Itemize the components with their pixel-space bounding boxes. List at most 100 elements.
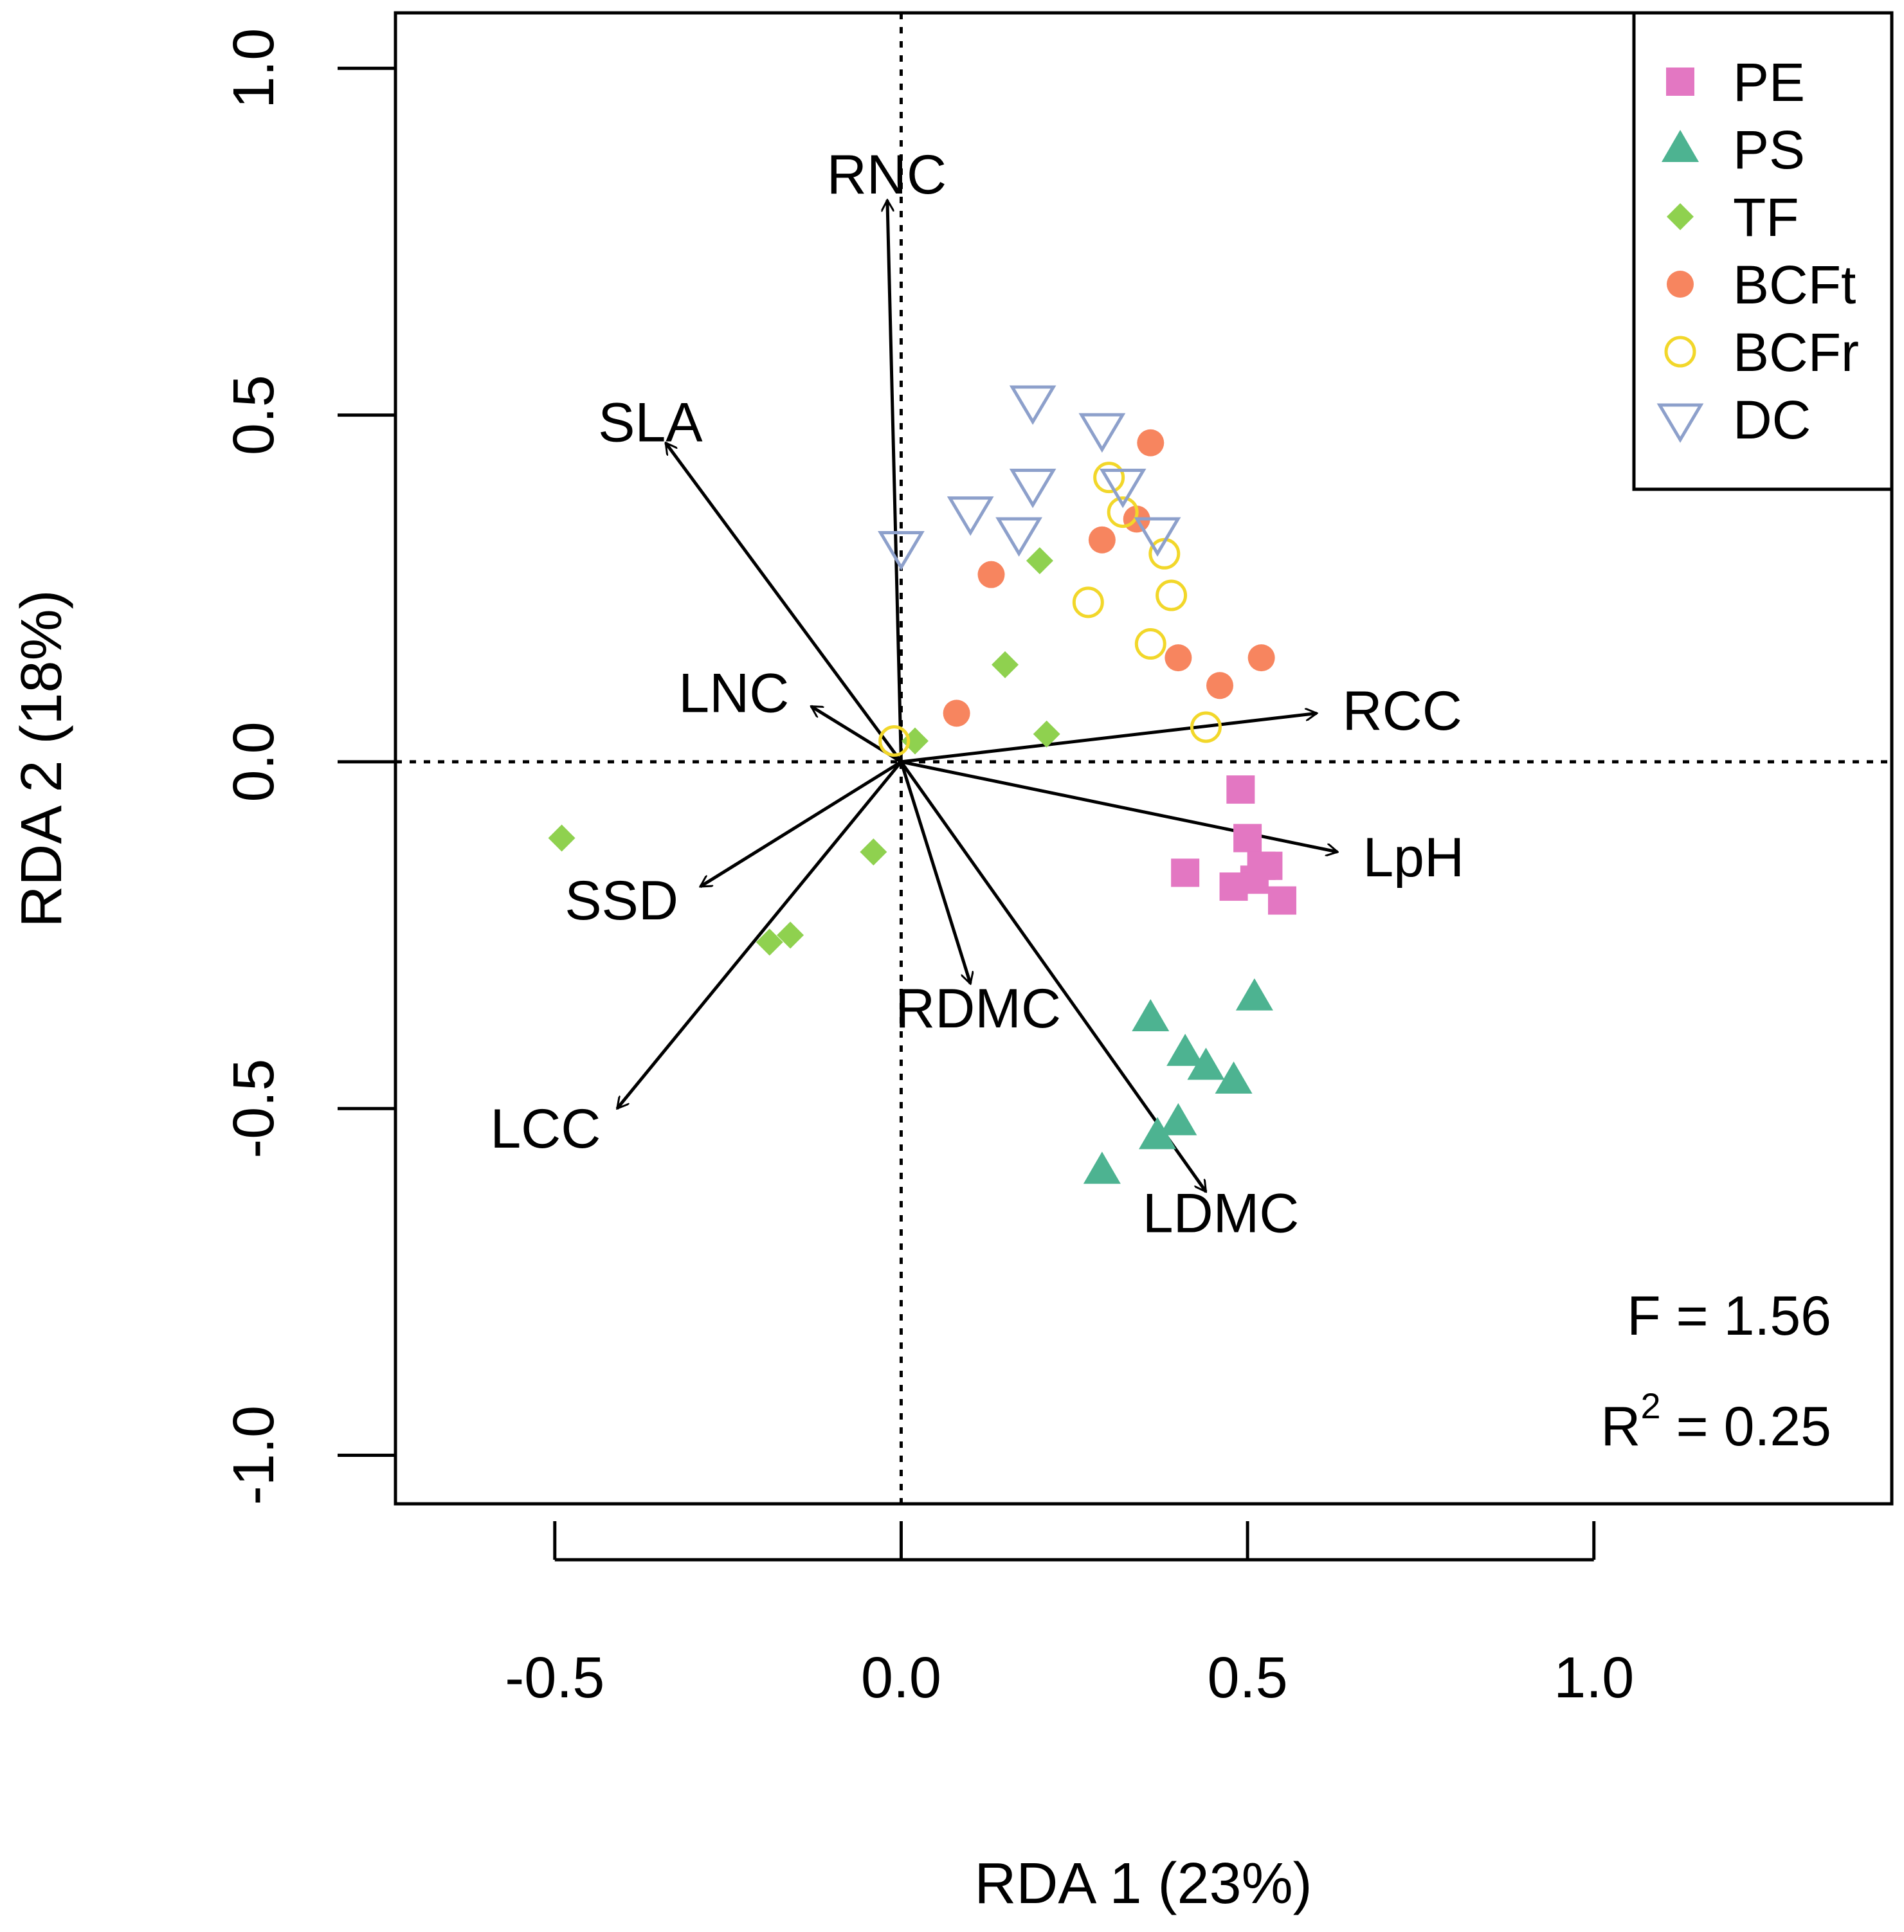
legend-label-tf: TF [1733,187,1799,248]
point-bcft [1088,526,1116,554]
point-ps [1132,998,1170,1031]
point-ps [1187,1047,1225,1080]
point-bcfr [1107,496,1139,528]
vector-label-ssd: SSD [565,870,678,932]
point-tf [860,838,887,866]
point-bcft [1247,644,1275,672]
legend-item-bcft: BCFt [1667,255,1856,315]
point-dc [947,496,994,536]
point-bcft [1165,644,1192,672]
x-axis: -0.5 0.0 0.5 1.0 [505,1521,1634,1710]
point-pe [1219,872,1248,901]
point-dc [1099,468,1147,509]
vector-lcc [617,761,903,1108]
point-ps [1166,1033,1204,1066]
point-bcfr [878,725,911,757]
point-dc [1009,385,1056,425]
vector-label-rnc: RNC [827,144,947,206]
y-tick-label: 0.5 [222,375,286,455]
vector-ldmc [900,761,1208,1192]
legend-label-bcfr: BCFr [1733,322,1859,383]
r-squared-exponent: 2 [1640,1386,1660,1426]
legend-marker-ps [1662,130,1699,162]
point-bcft [943,700,970,727]
legend-label-pe: PE [1733,52,1805,113]
point-bcfr [1134,628,1166,660]
series-bcfr [878,462,1222,757]
point-ps [1139,1117,1177,1150]
point-ps [1159,1103,1197,1135]
legend-marker-bcfr [1664,336,1696,368]
vector-lph [900,760,1337,852]
point-tf [1033,720,1060,748]
y-axis-title: RDA 2 (18%) [10,590,74,927]
point-ps [1083,1151,1121,1184]
r-squared: R2 = 0.25 [1600,1386,1831,1458]
vector-label-lph: LpH [1363,827,1464,889]
point-pe [1267,886,1296,915]
point-bcfr [1190,711,1222,743]
series-bcft [943,429,1275,727]
x-tick-label: -0.5 [505,1646,604,1710]
point-dc [878,531,925,571]
x-tick-label: 0.5 [1208,1646,1288,1710]
vector-label-rcc: RCC [1343,680,1462,742]
legend-item-dc: DC [1656,390,1811,450]
point-pe [1171,858,1200,887]
vector-label-lnc: LNC [678,663,789,725]
point-ps [1215,1061,1253,1094]
legend-item-bcfr: BCFr [1664,322,1859,383]
legend-marker-pe [1666,68,1694,96]
reference-lines [395,13,1892,1504]
point-tf [756,928,783,956]
point-bcft [1206,672,1234,700]
point-bcfr [1072,586,1104,618]
legend-marker-bcft [1667,271,1694,298]
point-dc [995,517,1042,557]
point-tf [1026,547,1053,575]
vector-label-lcc: LCC [490,1098,601,1160]
legend: PE PS TF BCFt BCFr DC [1632,11,1894,491]
point-pe [1233,824,1262,853]
legend-label-bcft: BCFt [1733,255,1856,315]
point-dc [1078,413,1126,453]
point-dc [1134,517,1181,557]
point-ps [1235,978,1273,1011]
series-pe [1171,775,1296,915]
point-tf [548,824,576,852]
point-bcft [977,561,1005,588]
data-points [548,385,1296,1184]
series-dc [878,385,1181,571]
vector-rcc [901,713,1316,764]
x-tick-label: 0.0 [861,1646,941,1710]
y-axis: -1.0 -0.5 0.0 0.5 1.0 [222,28,395,1505]
vector-rnc [887,200,903,762]
point-pe [1254,851,1283,880]
y-tick-label: 1.0 [222,28,286,109]
x-axis-title: RDA 1 (23%) [974,1852,1312,1916]
x-tick-label: 1.0 [1554,1646,1634,1710]
legend-item-tf: TF [1667,187,1799,248]
y-tick-label: -1.0 [222,1405,286,1505]
plot-frame [394,11,1894,1506]
vector-ssd [700,760,902,889]
legend-item-ps: PS [1662,120,1805,180]
f-statistic: F = 1.56 [1627,1285,1831,1347]
vector-label-rdmc: RDMC [895,978,1061,1040]
point-bcfr [1093,462,1125,494]
r-squared-symbol: R [1600,1396,1640,1458]
legend-label-ps: PS [1733,120,1805,180]
trait-vectors: RNC SLA LNC RCC LpH SSD LCC RDMC LDMC [490,144,1464,1244]
vector-rdmc [900,761,970,984]
r-squared-value: = 0.25 [1661,1396,1831,1458]
legend-marker-dc [1656,403,1704,443]
stats-annotations: F = 1.56 R2 = 0.25 [1600,1285,1831,1458]
vector-sla [664,443,903,763]
vector-label-ldmc: LDMC [1143,1182,1300,1244]
point-bcft [1137,429,1165,456]
point-tf [777,921,804,949]
point-bcfr [1156,579,1188,611]
vector-label-sla: SLA [598,392,703,454]
series-ps [1083,978,1273,1184]
point-tf [992,651,1019,678]
